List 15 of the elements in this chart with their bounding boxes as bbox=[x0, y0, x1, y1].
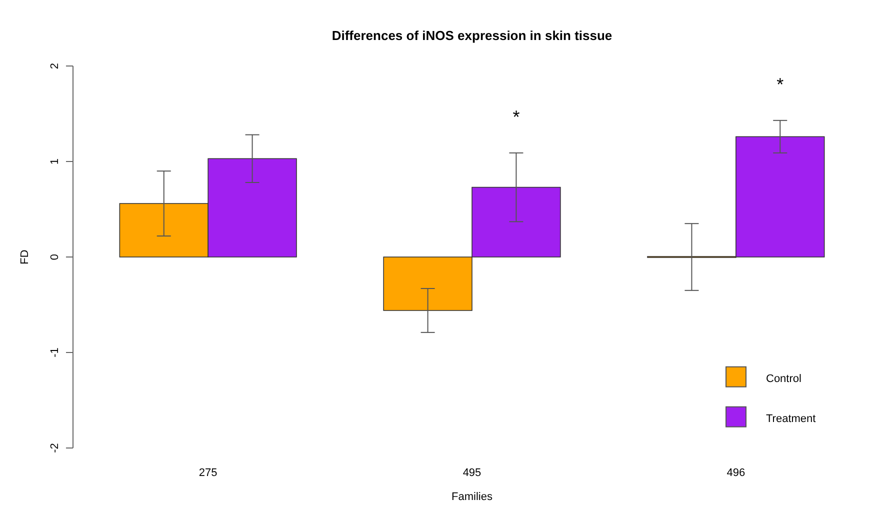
annotation: * bbox=[512, 106, 520, 127]
x-tick-label: 495 bbox=[462, 467, 482, 479]
legend-label: Treatment bbox=[766, 412, 816, 425]
y-tick-label: 1 bbox=[49, 158, 61, 165]
legend-label: Control bbox=[766, 372, 802, 385]
x-axis-title: Families bbox=[452, 491, 493, 503]
y-axis-title: FD bbox=[19, 250, 31, 264]
y-tick-label: -2 bbox=[49, 443, 61, 453]
y-tick-label: -1 bbox=[49, 348, 61, 358]
x-tick-label: 496 bbox=[726, 467, 746, 479]
x-tick-label: 275 bbox=[198, 467, 218, 479]
chart-title: Differences of iNOS expression in skin tissue bbox=[332, 28, 612, 43]
annotation: * bbox=[776, 74, 784, 94]
y-tick-label: 2 bbox=[49, 62, 61, 70]
y-tick-label: 0 bbox=[49, 254, 61, 260]
